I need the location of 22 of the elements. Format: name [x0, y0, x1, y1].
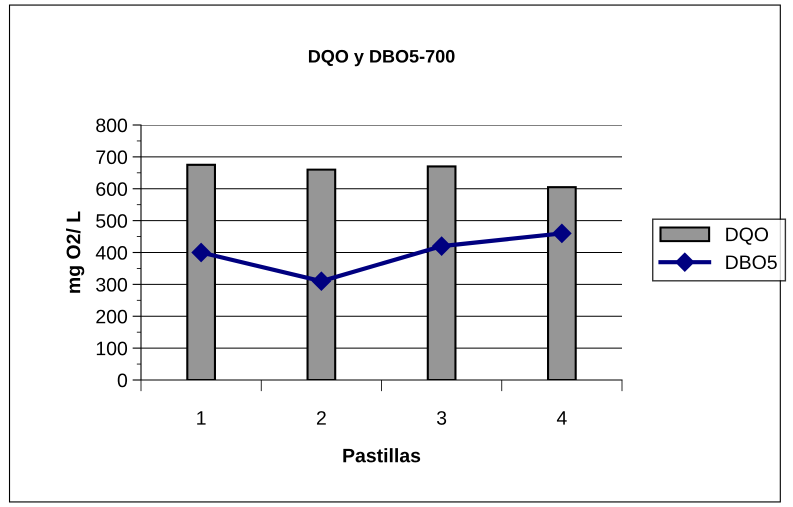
y-tick-label: 200 — [96, 310, 128, 324]
point — [552, 224, 572, 243]
legend-label: DQO — [726, 228, 768, 245]
y-tick-label: 800 — [96, 118, 128, 132]
x-tick-label: 2 — [316, 411, 326, 425]
y-tick-label: 500 — [96, 214, 128, 228]
x-tick-label: 4 — [556, 411, 567, 425]
point — [432, 236, 452, 256]
y-axis-title: mg O2/ L — [66, 212, 84, 293]
legend-label: DBO5 — [726, 255, 777, 270]
x-axis-title: Pastillas — [343, 448, 420, 462]
y-tick-label: 100 — [96, 342, 128, 356]
y-tick-label: 300 — [96, 278, 128, 292]
y-tick-label: 0 — [118, 373, 128, 388]
y-tick-label: 700 — [96, 150, 128, 164]
chart-title: DQO y DBO5-700 — [308, 50, 455, 66]
point — [312, 272, 331, 291]
y-tick-label: 600 — [96, 182, 128, 196]
point — [192, 242, 211, 262]
x-tick-label: 3 — [436, 411, 446, 425]
y-tick-label: 400 — [96, 246, 128, 260]
x-tick-label: 1 — [197, 411, 206, 425]
